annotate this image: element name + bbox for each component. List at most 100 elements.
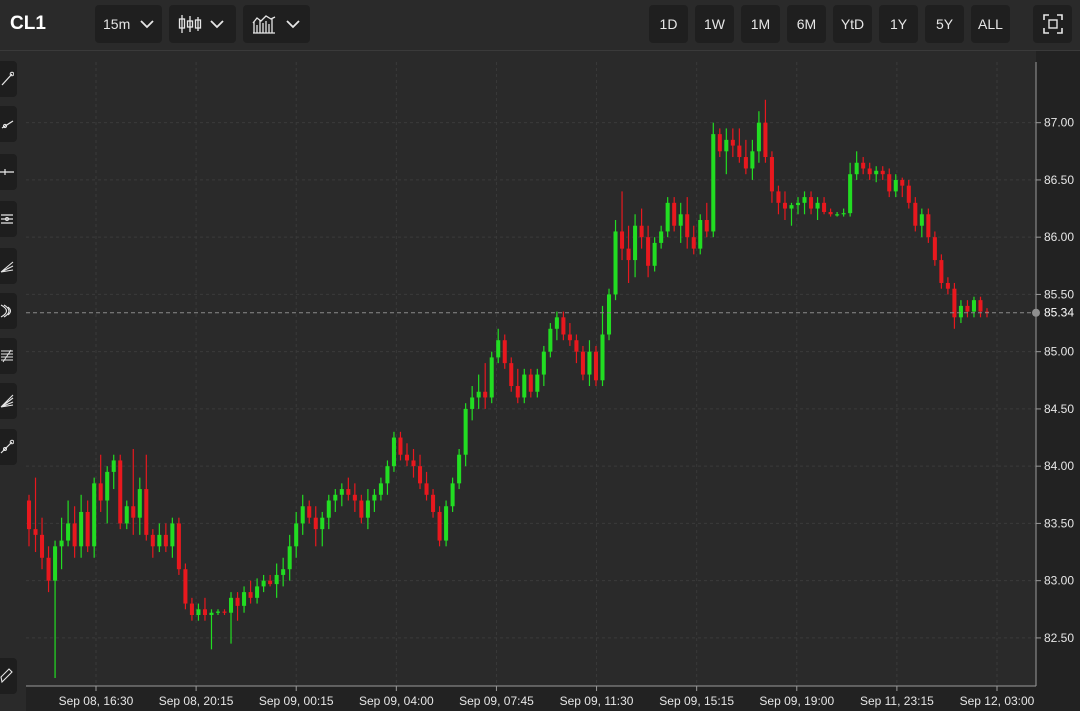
range-button-6m[interactable]: 6M [787,5,826,43]
candle [157,523,162,553]
range-button-1m[interactable]: 1M [741,5,780,43]
candle-body [418,466,423,484]
candle [326,494,331,530]
fullscreen-button[interactable] [1033,5,1072,43]
gann-icon [0,439,14,454]
chart-type-dropdown[interactable] [169,5,236,43]
range-button-1d[interactable]: 1D [649,5,688,43]
candle-body [711,134,716,232]
candle [509,357,514,392]
candle-body [822,202,827,212]
candle-body [633,225,638,261]
candle [248,580,253,604]
candle [815,197,820,221]
candle [965,300,970,318]
candle [111,454,116,490]
fibonacci-arc-icon [0,304,12,318]
measure-icon [0,668,13,684]
chevron-down-icon [286,19,300,28]
candle-body [294,523,299,547]
candle-body [215,611,221,613]
candle [724,128,729,175]
candle [756,111,761,163]
chevron-down-icon [210,19,224,28]
candle-body [40,534,45,558]
candle-body [620,231,625,249]
y-axis: 87.00 86.50 86.00 85.50 85.00 84.50 84.00 83.50… [1036,116,1074,645]
candle-body [880,170,885,175]
candle [33,477,38,553]
candle-body [730,139,735,146]
candle [659,225,664,249]
candle-body [743,157,748,169]
parallel-channel-tool[interactable] [0,201,17,237]
candle-body [450,483,455,507]
y-tick-label: 87.00 [1044,116,1074,130]
candle [958,300,963,324]
fibonacci-fan-tool[interactable] [0,383,17,419]
candle [424,471,429,501]
y-tick-label: 86.50 [1044,173,1074,187]
candle-body [841,213,846,215]
candle [828,208,833,217]
fibonacci-arc-tool[interactable] [0,293,17,329]
candle [85,500,90,553]
candle-body [704,220,709,232]
measure-tool[interactable] [0,658,17,694]
candle-body [906,185,911,203]
candle [678,202,683,243]
candle [854,151,859,180]
fibonacci-retracement-tool[interactable] [0,338,17,374]
grid [26,62,1036,686]
candle-body [196,609,201,616]
candle [802,191,807,215]
indicators-dropdown[interactable] [243,5,310,43]
candle-body [496,340,501,358]
candle [209,609,214,650]
candle-body [365,500,370,518]
candle-body [431,494,436,512]
candle-body [346,489,351,495]
candle-body [971,300,976,312]
y-tick-label: 85.00 [1044,345,1074,359]
candle [346,477,351,501]
range-button-5y[interactable]: 5Y [925,5,964,43]
candle-body [932,237,937,261]
candle-body [79,511,84,547]
gann-tool[interactable] [0,429,17,465]
candle [320,511,325,547]
trend-line-icon [1,71,14,86]
range-button-1w[interactable]: 1W [695,5,734,43]
y-tick-label: 86.00 [1044,230,1074,244]
interval-dropdown[interactable]: 15m [95,5,162,43]
candle-body [587,351,592,375]
horizontal-line-tool[interactable] [0,154,17,190]
range-button-ytd[interactable]: YtD [833,5,872,43]
range-button-all[interactable]: ALL [971,5,1010,43]
candle-body [248,592,253,598]
range-button-1y[interactable]: 1Y [879,5,918,43]
candle-body [919,214,924,226]
y-tick-label: 83.00 [1044,574,1074,588]
candle [378,477,383,501]
candle-body [769,157,774,192]
fullscreen-icon [1042,14,1063,34]
candle [144,454,149,541]
y-tick-label: 84.00 [1044,459,1074,473]
candle [978,296,983,318]
ray-tool[interactable] [0,106,17,142]
indicators-icon [252,15,276,34]
candle [528,368,533,398]
pitchfork-tool[interactable] [0,248,17,284]
candle-body [502,340,507,364]
candle [418,454,423,490]
candle [906,179,911,209]
candle [183,563,188,610]
candle [385,460,390,495]
candle-body [717,134,722,152]
trend-line-tool[interactable] [0,61,17,97]
candle [431,489,436,518]
candle-body [567,334,572,341]
candle [893,174,898,198]
